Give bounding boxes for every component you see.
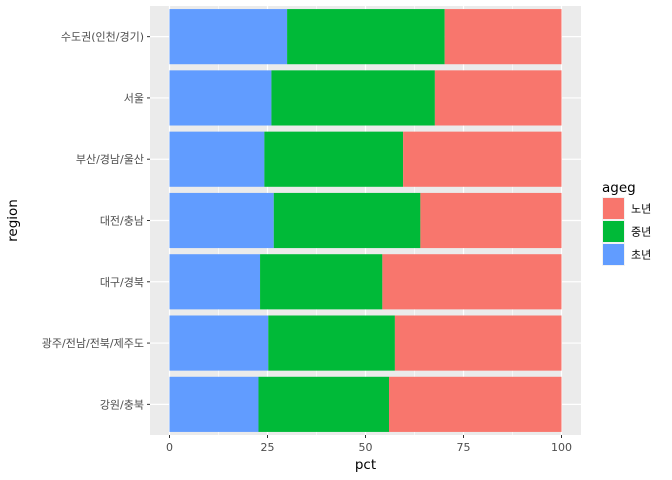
x-tick-label: 25 xyxy=(261,441,275,454)
legend-label: 노년 xyxy=(631,203,651,216)
bar-segment xyxy=(268,315,395,371)
bar-segment xyxy=(258,376,390,432)
bar-segment xyxy=(403,131,562,187)
legend-key xyxy=(603,244,624,265)
legend-title: ageg xyxy=(602,180,636,196)
legend-label: 초년 xyxy=(631,249,651,262)
y-tick-label: 부산/경남/울산 xyxy=(76,153,144,166)
legend-key xyxy=(603,221,624,242)
bar-segment xyxy=(169,376,259,432)
x-tick-label: 50 xyxy=(359,441,373,454)
y-axis-title: region xyxy=(5,199,21,242)
x-tick-label: 100 xyxy=(551,441,572,454)
bar-segment xyxy=(169,131,265,187)
x-tick-label: 0 xyxy=(166,441,173,454)
bar-segment xyxy=(169,254,261,310)
y-tick-label: 광주/전남/전북/제주도 xyxy=(42,337,144,350)
bars xyxy=(169,9,562,432)
y-tick-labels: 수도권(인천/경기) 서울부산/경남/울산대전/충남대구/경북광주/전남/전북/제… xyxy=(42,30,150,411)
y-tick-label: 서울 xyxy=(124,92,144,105)
bar-segment xyxy=(389,376,562,432)
y-tick-label: 수도권(인천/경기) xyxy=(61,30,144,44)
y-tick-label: 대전/충남 xyxy=(100,215,144,228)
bar-segment xyxy=(264,131,404,187)
x-tick-label: 75 xyxy=(457,441,471,454)
bar-segment xyxy=(444,9,562,65)
x-tick-labels: 0 25 50 75 100 xyxy=(166,435,572,454)
bar-segment xyxy=(169,9,288,65)
bar-segment xyxy=(434,70,562,126)
bar-segment xyxy=(394,315,562,371)
bar-segment xyxy=(169,70,272,126)
legend-key xyxy=(603,198,624,219)
bar-segment xyxy=(382,254,562,310)
bar-segment xyxy=(420,192,562,249)
y-tick-label: 대구/경북 xyxy=(100,276,144,289)
y-tick-label: 강원/충북 xyxy=(100,398,144,411)
bar-segment xyxy=(169,192,274,249)
legend-label: 중년 xyxy=(631,226,651,239)
bar-segment xyxy=(260,254,383,310)
x-axis-title: pct xyxy=(355,457,376,473)
bar-segment xyxy=(287,9,445,65)
bar-segment xyxy=(273,192,421,249)
bar-segment xyxy=(271,70,435,126)
bar-segment xyxy=(169,315,269,371)
